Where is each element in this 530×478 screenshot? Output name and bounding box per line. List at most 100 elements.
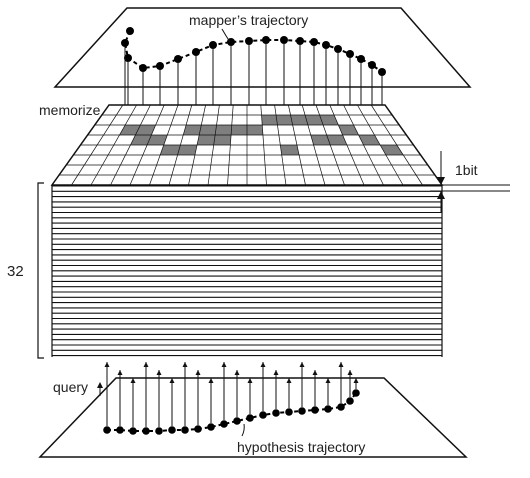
trajectory-dot xyxy=(168,426,176,434)
query-arrowhead xyxy=(195,370,201,375)
trajectory-dot xyxy=(296,37,304,45)
trajectory-dot xyxy=(233,417,241,425)
memorized-cell xyxy=(199,125,217,135)
query-arrowhead xyxy=(273,370,279,375)
mapper-trajectory-dots xyxy=(121,27,386,76)
trajectory-dot xyxy=(129,427,137,435)
layer-stack xyxy=(51,185,443,357)
memorized-cell xyxy=(261,115,278,125)
query-arrowhead xyxy=(130,378,136,383)
query-arrowhead xyxy=(338,362,344,367)
memorized-cell xyxy=(305,115,324,125)
trajectory-dot xyxy=(337,403,345,411)
trajectory-dot xyxy=(121,39,129,47)
trajectory-dot xyxy=(207,423,215,431)
query-label: query xyxy=(53,379,88,395)
trajectory-dot xyxy=(209,41,217,49)
memory-grid-lines xyxy=(59,104,435,186)
trajectory-dot xyxy=(192,48,200,56)
trajectory-dot xyxy=(220,420,228,428)
query-arrowhead xyxy=(325,378,331,383)
layer-count-bracket: 32 xyxy=(7,182,44,359)
mapper-label-pointer xyxy=(221,28,231,43)
memorized-cell xyxy=(326,135,347,145)
memorized-cell xyxy=(231,125,247,135)
memorize-label: memorize xyxy=(39,102,101,118)
trajectory-dot xyxy=(322,41,330,49)
memorized-cells xyxy=(119,115,404,155)
query-arrowhead xyxy=(286,378,292,383)
hypothesis-trajectory-dots xyxy=(103,389,360,435)
trajectory-dot xyxy=(174,55,182,63)
trajectory-dot xyxy=(259,411,267,419)
trajectory-dot xyxy=(311,406,319,414)
query-arrowhead xyxy=(312,370,318,375)
trajectory-dot xyxy=(285,408,293,416)
query-arrowhead xyxy=(156,370,162,375)
trajectory-dot xyxy=(352,389,360,397)
memorized-cell xyxy=(358,135,381,145)
trajectory-dot xyxy=(346,397,354,405)
trajectory-dot xyxy=(142,427,150,435)
hypothesis-trajectory-line xyxy=(107,392,357,432)
query-arrowhead xyxy=(208,378,214,383)
trajectory-dot xyxy=(346,50,354,58)
query-arrowhead xyxy=(347,370,353,375)
query-arrowhead xyxy=(182,362,188,367)
memorized-cell xyxy=(290,115,308,125)
query-arrowhead xyxy=(104,362,110,367)
query-arrowhead xyxy=(143,362,149,367)
memorized-cell xyxy=(197,135,216,145)
memory-block xyxy=(50,104,444,357)
memorized-cell xyxy=(135,125,156,135)
trajectory-dot xyxy=(116,426,124,434)
memorized-cell xyxy=(276,115,293,125)
layer-count-label: 32 xyxy=(7,263,24,280)
trajectory-dot xyxy=(126,27,134,35)
trajectory-dot xyxy=(368,61,376,69)
query-arrowhead xyxy=(234,370,240,375)
hypothesis-trajectory-path xyxy=(107,392,357,432)
hypothesis-plane: hypothesis trajectory xyxy=(38,377,468,458)
query-arrowhead xyxy=(353,378,359,383)
hypothesis-label-pointer xyxy=(241,423,245,437)
hypothesis-trajectory-label: hypothesis trajectory xyxy=(237,439,365,455)
memorized-cell xyxy=(213,135,232,145)
trajectory-dot xyxy=(324,405,332,413)
trajectory-dot xyxy=(103,426,111,434)
trajectory-dot xyxy=(272,409,280,417)
trajectory-dot xyxy=(298,407,306,415)
query-arrowhead xyxy=(260,362,266,367)
memorized-cell xyxy=(130,135,152,145)
trajectory-dot xyxy=(262,36,270,44)
bit-depth-marker: 1bit xyxy=(430,151,510,213)
query-arrowhead xyxy=(117,370,123,375)
bit-depth-label: 1bit xyxy=(455,162,478,178)
hypothesis-plane-outline xyxy=(38,377,468,458)
memorized-cell xyxy=(119,125,141,135)
trajectory-dot xyxy=(246,414,254,422)
trajectory-dot xyxy=(245,37,253,45)
memorized-cell xyxy=(310,135,331,145)
memorized-cell xyxy=(183,125,202,135)
memorized-cell xyxy=(338,125,359,135)
query-arrowhead xyxy=(221,362,227,367)
trajectory-dot xyxy=(194,425,202,433)
query-arrowhead xyxy=(299,362,305,367)
memorized-cell xyxy=(380,145,404,155)
memorized-cell xyxy=(319,115,339,125)
trajectory-dot xyxy=(310,38,318,46)
trajectory-dot xyxy=(357,55,365,63)
trajectory-dot xyxy=(334,45,342,53)
memorized-cell xyxy=(177,145,198,155)
trajectory-dot xyxy=(378,68,386,76)
trajectory-dot xyxy=(155,427,163,435)
trajectory-dot xyxy=(156,62,164,70)
trajectory-dot xyxy=(124,54,132,62)
trajectory-dot xyxy=(139,64,147,72)
trajectory-dot xyxy=(181,426,189,434)
memorized-cell xyxy=(147,135,168,145)
memorized-cell xyxy=(280,145,300,155)
memorized-cell xyxy=(215,125,232,135)
